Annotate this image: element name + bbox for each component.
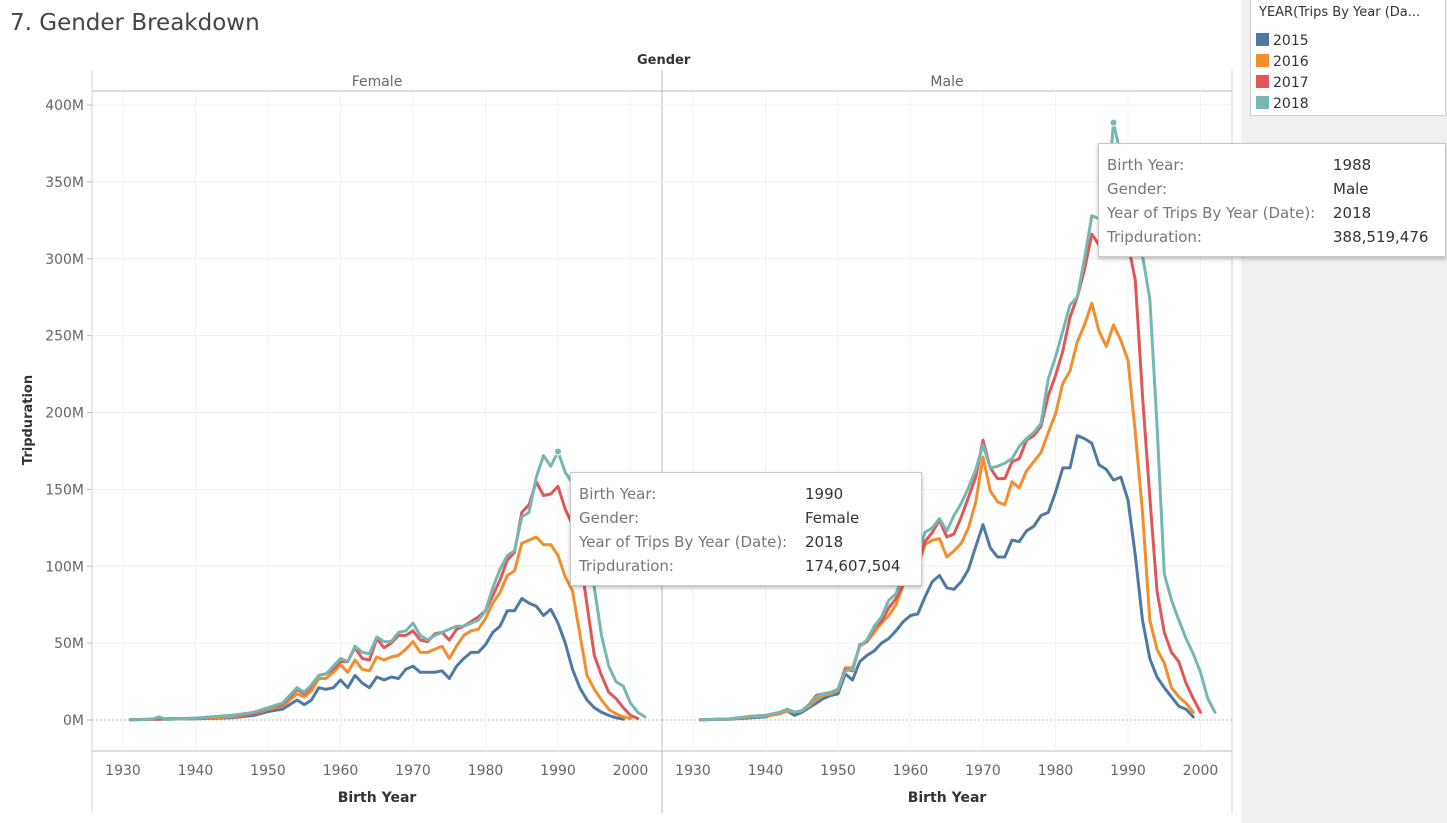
y-tick-label: 300M — [45, 252, 84, 268]
tooltip-key: Tripduration: — [579, 557, 674, 575]
page-title: 7. Gender Breakdown — [10, 10, 260, 36]
y-tick-label: 350M — [45, 175, 84, 191]
tooltip-value: 388,519,476 — [1333, 228, 1429, 246]
legend-item-2017[interactable]: 2017 — [1256, 75, 1309, 93]
line-chart: 0M 50M 100M 150M 200M 250M 300M 350M 400M Tripdur… — [21, 70, 1233, 813]
series-line-female-2016 — [128, 535, 632, 722]
legend-title: YEAR(Trips By Year (Da... — [1259, 5, 1421, 20]
tooltip-key: Year of Trips By Year (Date): — [1107, 204, 1316, 222]
legend-swatch — [1256, 54, 1269, 67]
x-axis-label: Birth Year — [908, 790, 987, 806]
tooltip-male: Birth Year: 1988 Gender: Male Year of Tr… — [1098, 143, 1446, 257]
highlight-point-female — [554, 447, 562, 456]
x-tick-label: 1940 — [178, 763, 214, 779]
gender-column-header: Gender — [637, 53, 691, 68]
y-tick-label: 200M — [45, 406, 84, 422]
x-tick-label: 1940 — [748, 763, 784, 779]
tooltip-key: Birth Year: — [1107, 156, 1185, 174]
x-tick-label: 1960 — [893, 763, 929, 779]
x-tick-label: 1950 — [250, 763, 286, 779]
x-tick-label: 1990 — [540, 763, 576, 779]
x-tick-label: 2000 — [613, 763, 649, 779]
tooltip-key: Gender: — [579, 509, 640, 527]
legend-label: 2016 — [1273, 54, 1309, 70]
legend-swatch — [1256, 75, 1269, 88]
legend-label: 2015 — [1273, 33, 1309, 49]
x-tick-label: 2000 — [1183, 763, 1219, 779]
y-axis-label: Tripduration — [21, 375, 36, 465]
tooltip-value: Male — [1333, 180, 1369, 198]
x-tick-label: 1990 — [1110, 763, 1146, 779]
y-tick-label: 100M — [45, 559, 84, 575]
tooltip-key: Gender: — [1107, 180, 1168, 198]
highlight-point-male — [1109, 118, 1118, 127]
tooltip-key: Tripduration: — [1107, 228, 1202, 246]
tooltip-value: 1988 — [1333, 156, 1372, 174]
series-line-male-2015 — [698, 434, 1195, 722]
y-tick-label: 250M — [45, 329, 84, 345]
panel-header-male: Male — [930, 74, 963, 90]
x-tick-label: 1970 — [965, 763, 1001, 779]
x-tick-label: 1930 — [675, 763, 711, 779]
tooltip-key: Year of Trips By Year (Date): — [579, 533, 788, 551]
legend-label: 2018 — [1273, 96, 1309, 112]
x-tick-label: 1980 — [1038, 763, 1074, 779]
x-tick-label: 1960 — [323, 763, 359, 779]
tooltip-value: 1990 — [805, 485, 844, 503]
legend[interactable]: YEAR(Trips By Year (Da... 2015 2016 2017… — [1250, 0, 1446, 116]
y-tick-label: 50M — [54, 636, 84, 652]
y-tick-label: 400M — [45, 98, 84, 114]
tooltip-value: 2018 — [805, 533, 844, 551]
tooltip-female: Birth Year: 1990 Gender: Female Year of … — [570, 472, 922, 586]
x-tick-label: 1970 — [395, 763, 431, 779]
legend-swatch — [1256, 96, 1269, 109]
right-panel — [1241, 0, 1447, 823]
legend-item-2016[interactable]: 2016 — [1256, 54, 1309, 72]
legend-item-2015[interactable]: 2015 — [1256, 33, 1309, 51]
panel-header-female: Female — [352, 74, 403, 90]
x-axis-label: Birth Year — [338, 790, 417, 806]
legend-label: 2017 — [1273, 75, 1309, 91]
tooltip-value: 2018 — [1333, 204, 1372, 222]
series-line-female-2015 — [128, 597, 625, 722]
legend-swatch — [1256, 33, 1269, 46]
legend-item-2018[interactable]: 2018 — [1256, 96, 1309, 114]
series-line-female-2017 — [128, 480, 640, 722]
y-tick-label: 150M — [45, 482, 84, 498]
x-tick-label: 1950 — [820, 763, 856, 779]
tooltip-value: Female — [805, 509, 860, 527]
y-tick-label: 0M — [63, 713, 84, 729]
x-tick-label: 1980 — [468, 763, 504, 779]
x-tick-label: 1930 — [105, 763, 141, 779]
tooltip-value: 174,607,504 — [805, 557, 901, 575]
tooltip-key: Birth Year: — [579, 485, 657, 503]
series-line-male-2017 — [698, 218, 1202, 722]
